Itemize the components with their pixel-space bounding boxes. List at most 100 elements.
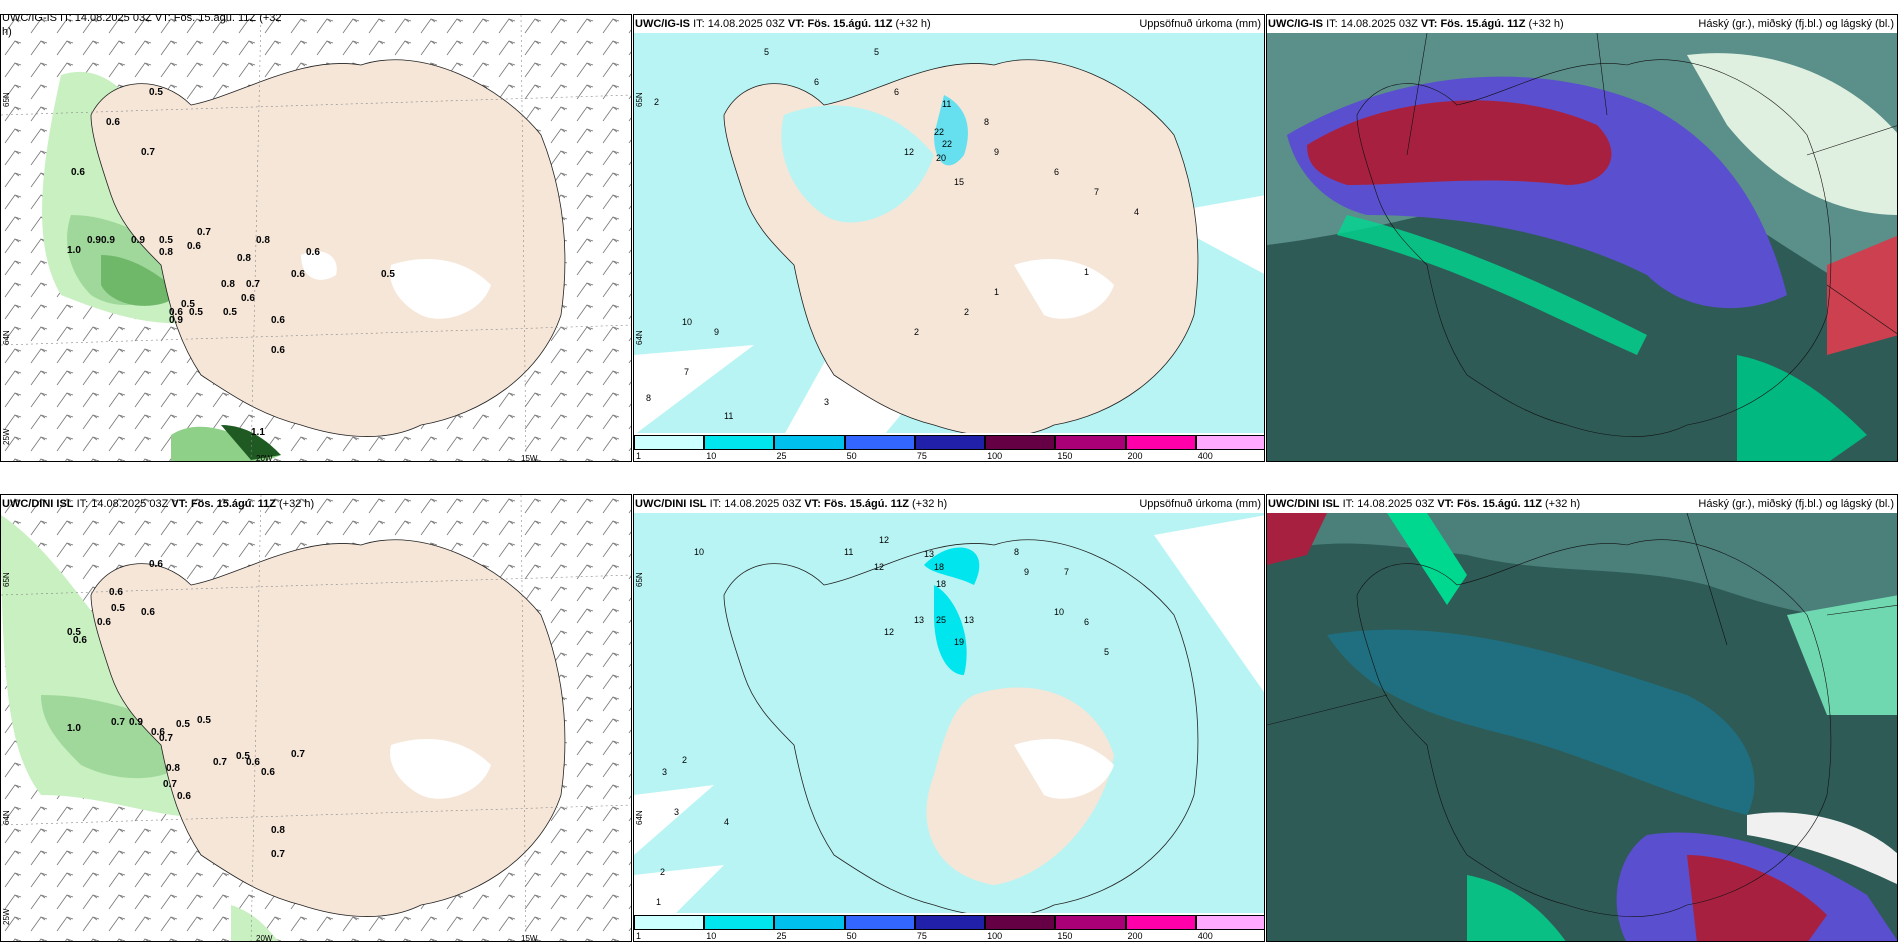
gust-value: 0.6 xyxy=(306,247,320,258)
precip-value: 3 xyxy=(824,397,829,407)
panel-title: UWC/IG-IS IT: 14.08.2025 03Z VT: Fös. 15… xyxy=(1268,17,1894,35)
gust-value: 1.0 xyxy=(67,245,81,256)
lead-time: (+32 h) xyxy=(912,498,948,510)
precip-value: 4 xyxy=(724,817,729,827)
precip-value: 8 xyxy=(1014,547,1019,557)
colorbar-tick: 1 xyxy=(636,931,642,941)
init-time: 14.08.2025 03Z xyxy=(707,18,785,30)
valid-time: Fös. 15.ágú. 11Z xyxy=(823,498,909,510)
lon-label: 20W xyxy=(256,934,273,942)
colorbar-swatch xyxy=(844,435,915,450)
precip-value: 2 xyxy=(654,97,659,107)
colorbar-swatch xyxy=(634,435,705,450)
gust-values: 0.5 0.6 0.7 0.6 0.9 0.9 0.9 0.5 0.8 0.6 … xyxy=(67,87,395,438)
panel-igis-clouds: UWC/IG-IS IT: 14.08.2025 03Z VT: Fös. 15… xyxy=(1266,14,1898,462)
lon-label: 15W xyxy=(521,934,538,942)
gust-value: 0.5 xyxy=(159,235,173,246)
field-name: Uppsöfnuð úrkoma (mm) xyxy=(1139,498,1261,510)
gust-value: 0.7 xyxy=(213,757,227,768)
vt-label: VT: xyxy=(1420,18,1438,30)
precip-value: 2 xyxy=(682,755,687,765)
field-name: Uppsöfnuð úrkoma (mm) xyxy=(1139,18,1261,30)
it-label: IT: xyxy=(693,18,705,30)
valid-time: Fös. 15.ágú. 11Z xyxy=(807,18,893,30)
colorbar-swatch xyxy=(1195,915,1264,930)
gust-value: 0.5 xyxy=(67,627,81,638)
precip-value: 15 xyxy=(954,177,964,187)
colorbar-swatch xyxy=(704,435,775,450)
gust-value: 0.6 xyxy=(106,117,120,128)
colorbar-swatch xyxy=(1125,915,1196,930)
gust-value: 0.8 xyxy=(237,253,251,264)
colorbar-tick: 50 xyxy=(846,451,857,461)
precip-value: 18 xyxy=(934,562,944,572)
gust-value: 0.8 xyxy=(221,279,235,290)
model-name: UWC/DINI ISL xyxy=(2,498,74,510)
gust-value: 0.6 xyxy=(246,757,260,768)
it-label: IT: xyxy=(1342,498,1355,510)
gust-value: 0.9 xyxy=(101,235,115,246)
precip-value: 11 xyxy=(724,411,733,421)
colorbar-tick: 10 xyxy=(706,451,717,461)
precip-value: 11 xyxy=(942,99,951,109)
precip-value: 11 xyxy=(844,547,853,557)
valid-time: Fös. 15.ágú. 11Z xyxy=(1456,498,1542,510)
gust-value: 0.7 xyxy=(246,279,260,290)
it-label: IT: xyxy=(709,498,722,510)
model-name: UWC/IG-IS xyxy=(635,18,690,30)
gust-values: 0.6 0.6 0.5 0.6 0.6 0.5 0.6 1.0 0.9 0.7 … xyxy=(67,559,305,860)
colorbar-tick: 200 xyxy=(1127,931,1143,941)
precip-value: 1 xyxy=(656,897,661,907)
colorbar-tick: 400 xyxy=(1197,931,1213,941)
colorbar-tick: 100 xyxy=(987,931,1003,941)
precip-value: 7 xyxy=(1094,187,1099,197)
colorbar-swatch xyxy=(1055,435,1126,450)
precip-value: 9 xyxy=(994,147,999,157)
lon-label: 20W xyxy=(256,454,273,462)
gust-value: 0.5 xyxy=(176,719,190,730)
precip-value: 9 xyxy=(714,327,719,337)
gust-value: 1.0 xyxy=(67,723,81,734)
gust-value: 0.6 xyxy=(73,635,87,646)
precip-value: 10 xyxy=(1054,607,1064,617)
precip-value: 5 xyxy=(1104,647,1109,657)
title-text-2: h) xyxy=(2,26,12,38)
gust-value: 0.8 xyxy=(271,825,285,836)
precip-value: 6 xyxy=(894,87,899,97)
precip-value: 12 xyxy=(879,535,889,545)
precip-value: 2 xyxy=(914,327,919,337)
precip-value: 3 xyxy=(674,807,679,817)
precip-value: 5 xyxy=(874,47,879,57)
gust-value: 0.5 xyxy=(236,751,250,762)
precip-value: 22 xyxy=(934,127,944,137)
gust-value: 0.7 xyxy=(159,733,173,744)
gust-value: 0.9 xyxy=(87,235,101,246)
colorbar-swatch xyxy=(914,915,986,930)
colorbar-swatch xyxy=(985,435,1056,450)
precip-value: 13 xyxy=(924,549,934,559)
lat-label: 65N xyxy=(2,572,11,587)
colorbar-swatch xyxy=(634,915,705,930)
valid-time: Fös. 15.ágú. 11Z xyxy=(190,498,276,510)
lat-label: 64N xyxy=(635,810,644,825)
lat-label: 64N xyxy=(635,330,644,345)
model-name: UWC/IG-IS xyxy=(1268,18,1323,30)
colorbar-tick: 75 xyxy=(916,931,927,941)
colorbar-swatch xyxy=(1055,915,1126,930)
gust-value: 0.6 xyxy=(97,617,111,628)
vt-label: VT: xyxy=(804,498,821,510)
gust-value: 0.7 xyxy=(111,717,125,728)
gust-value: 0.8 xyxy=(256,235,270,246)
colorbar: 1 10 25 50 75 100 150 200 400 xyxy=(634,913,1264,941)
precip-value: 25 xyxy=(936,615,946,625)
precip-value: 7 xyxy=(1064,567,1069,577)
precip-value: 4 xyxy=(1134,207,1139,217)
colorbar: 1 10 25 50 75 100 150 200 400 xyxy=(634,433,1264,461)
panel-title: UWC/DINI ISL IT: 14.08.2025 03Z VT: Fös.… xyxy=(2,497,628,515)
model-name: UWC/DINI ISL xyxy=(1268,498,1340,510)
gust-value: 0.7 xyxy=(163,779,177,790)
gust-value: 0.8 xyxy=(166,763,180,774)
panel-dini-wind: UWC/DINI ISL IT: 14.08.2025 03Z VT: Fös.… xyxy=(0,494,632,942)
panel-title: UWC/DINI ISL IT: 14.08.2025 03Z VT: Fös.… xyxy=(635,497,1261,515)
panel-dini-precip: UWC/DINI ISL IT: 14.08.2025 03Z VT: Fös.… xyxy=(633,494,1265,942)
